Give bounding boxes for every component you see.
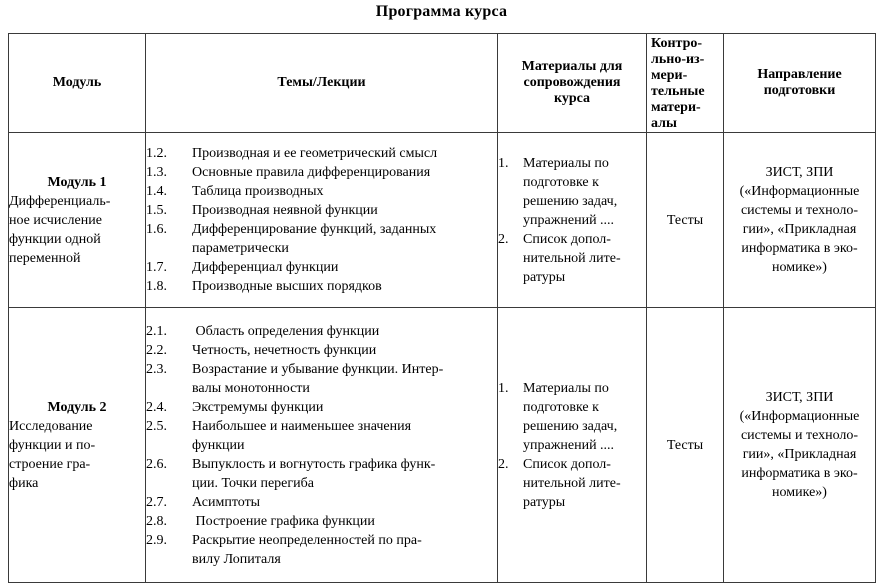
table-row: Модуль 1 Дифференциаль- ное исчисление ф… bbox=[8, 132, 876, 308]
topic-number: 1.5. bbox=[146, 203, 168, 218]
header-cell-control: Контро- льно-из- мери- тельные матери- а… bbox=[646, 33, 724, 133]
topic-number: 2.9. bbox=[146, 532, 168, 548]
control-materials-cell: Тесты bbox=[646, 132, 724, 308]
topic-number: 2.5. bbox=[146, 418, 168, 434]
topic-number: 1.4. bbox=[146, 184, 168, 199]
topic-text: Дифференцирование функций, заданных пара… bbox=[192, 222, 437, 256]
topic-text: Основные правила дифференцирования bbox=[192, 165, 431, 180]
module-title: Модуль 2 bbox=[47, 399, 107, 415]
topic-text: Экстремумы функции bbox=[192, 399, 324, 415]
material-number: 2. bbox=[498, 231, 509, 247]
topic-item: 2.8. Построение графика функции bbox=[146, 512, 497, 531]
topic-number: 2.7. bbox=[146, 494, 168, 510]
materials-cell: 1. Материалы по подготовке к решению зад… bbox=[497, 132, 647, 308]
header-cell-topics: Темы/Лекции bbox=[145, 33, 498, 133]
topic-item: 2.6. Выпуклость и вогнутость графика фун… bbox=[146, 455, 497, 493]
materials-list: 1. Материалы по подготовке к решению зад… bbox=[498, 379, 646, 512]
topic-number: 1.8. bbox=[146, 279, 168, 294]
topic-item: 1.4. Таблица производных bbox=[146, 182, 497, 201]
material-text: Материалы по подготовке к решению задач,… bbox=[523, 155, 618, 228]
topic-number: 2.1. bbox=[146, 323, 168, 339]
topic-item: 2.3. Возрастание и убывание функции. Инт… bbox=[146, 360, 497, 398]
material-text: Список допол- нительной лите- ратуры bbox=[523, 456, 621, 510]
material-number: 1. bbox=[498, 155, 509, 171]
topic-text: Выпуклость и вогнутость графика функ- ци… bbox=[192, 456, 436, 491]
table-header-row: Модуль Темы/Лекции Материалы для сопрово… bbox=[8, 33, 876, 133]
topic-item: 2.4. Экстремумы функции bbox=[146, 398, 497, 417]
topics-list: 2.1. Область определения функции 2.2. Че… bbox=[146, 322, 497, 569]
topic-number: 2.8. bbox=[146, 513, 168, 529]
topic-number: 2.3. bbox=[146, 361, 168, 377]
material-item: 1. Материалы по подготовке к решению зад… bbox=[498, 154, 646, 230]
topic-text: Производные высших порядков bbox=[192, 279, 382, 294]
topic-number: 1.3. bbox=[146, 165, 168, 180]
topic-number: 2.2. bbox=[146, 342, 168, 358]
topic-item: 1.7. Дифференциал функции bbox=[146, 258, 497, 277]
topics-list: 1.2. Производная и ее геометрический смы… bbox=[146, 144, 497, 296]
topic-item: 2.2. Четность, нечетность функции bbox=[146, 341, 497, 360]
materials-list: 1. Материалы по подготовке к решению зад… bbox=[498, 154, 646, 287]
topic-text: Построение графика функции bbox=[192, 513, 375, 529]
topic-text: Производная неявной функции bbox=[192, 203, 378, 218]
topic-item: 2.1. Область определения функции bbox=[146, 322, 497, 341]
topic-number: 1.2. bbox=[146, 146, 168, 161]
topic-item: 1.8. Производные высших порядков bbox=[146, 277, 497, 296]
topic-text: Область определения функции bbox=[192, 323, 380, 339]
header-cell-module: Модуль bbox=[8, 33, 146, 133]
materials-cell: 1. Материалы по подготовке к решению зад… bbox=[497, 307, 647, 583]
topic-text: Производная и ее геометрический смысл bbox=[192, 146, 438, 161]
direction-cell: ЗИСТ, ЗПИ («Информационные системы и тех… bbox=[723, 132, 876, 308]
topic-number: 1.6. bbox=[146, 222, 168, 237]
material-item: 2. Список допол- нительной лите- ратуры bbox=[498, 230, 646, 287]
topic-item: 2.9. Раскрытие неопределенностей по пра-… bbox=[146, 531, 497, 569]
topic-text: Таблица производных bbox=[192, 184, 324, 199]
module-cell: Модуль 2 Исследование функции и по- стро… bbox=[8, 307, 146, 583]
table-row: Модуль 2 Исследование функции и по- стро… bbox=[8, 307, 876, 583]
module-description: Дифференциаль- ное исчисление функции од… bbox=[9, 193, 111, 266]
material-item: 2. Список допол- нительной лите- ратуры bbox=[498, 455, 646, 512]
material-number: 2. bbox=[498, 456, 509, 472]
page-title: Программа курса bbox=[375, 3, 508, 20]
topic-number: 2.4. bbox=[146, 399, 168, 415]
topics-cell: 2.1. Область определения функции 2.2. Че… bbox=[145, 307, 498, 583]
course-program-table: Модуль Темы/Лекции Материалы для сопрово… bbox=[8, 33, 876, 583]
topic-text: Четность, нечетность функции bbox=[192, 342, 377, 358]
topic-item: 1.5. Производная неявной функции bbox=[146, 201, 497, 220]
module-cell: Модуль 1 Дифференциаль- ное исчисление ф… bbox=[8, 132, 146, 308]
topic-text: Дифференциал функции bbox=[192, 260, 339, 275]
topic-text: Возрастание и убывание функции. Интер- в… bbox=[192, 361, 444, 396]
topic-item: 1.6. Дифференцирование функций, заданных… bbox=[146, 220, 497, 258]
material-text: Список допол- нительной лите- ратуры bbox=[523, 231, 621, 285]
material-text: Материалы по подготовке к решению задач,… bbox=[523, 380, 618, 453]
topic-item: 2.7. Асимптоты bbox=[146, 493, 497, 512]
header-cell-direction: Направление подготовки bbox=[723, 33, 876, 133]
module-title: Модуль 1 bbox=[47, 174, 107, 190]
topic-number: 2.6. bbox=[146, 456, 168, 472]
topic-text: Наибольшее и наименьшее значения функции bbox=[192, 418, 412, 453]
topic-item: 1.2. Производная и ее геометрический смы… bbox=[146, 144, 497, 163]
topic-text: Асимптоты bbox=[192, 494, 261, 510]
control-materials-cell: Тесты bbox=[646, 307, 724, 583]
material-item: 1. Материалы по подготовке к решению зад… bbox=[498, 379, 646, 455]
topic-item: 1.3. Основные правила дифференцирования bbox=[146, 163, 497, 182]
topics-cell: 1.2. Производная и ее геометрический смы… bbox=[145, 132, 498, 308]
topic-text: Раскрытие неопределенностей по пра- вилу… bbox=[192, 532, 422, 567]
direction-cell: ЗИСТ, ЗПИ («Информационные системы и тех… bbox=[723, 307, 876, 583]
material-number: 1. bbox=[498, 380, 509, 396]
topic-item: 2.5. Наибольшее и наименьшее значения фу… bbox=[146, 417, 497, 455]
topic-number: 1.7. bbox=[146, 260, 168, 275]
module-description: Исследование функции и по- строение гра-… bbox=[9, 418, 96, 491]
header-cell-materials: Материалы для сопровождения курса bbox=[497, 33, 647, 133]
